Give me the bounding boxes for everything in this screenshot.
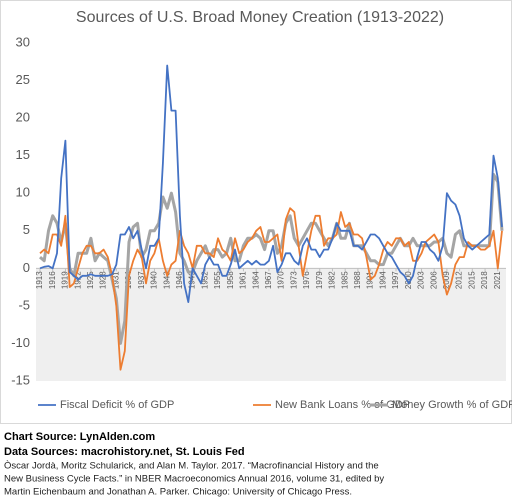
x-tick-label: 1970 <box>277 271 286 289</box>
y-tick-label: 5 <box>23 222 30 237</box>
y-tick-label: 30 <box>16 34 30 49</box>
x-tick-label: 1967 <box>264 271 273 289</box>
x-tick-label: 1985 <box>340 271 349 289</box>
x-tick-label: 2021 <box>493 271 502 289</box>
x-tick-label: 1931 <box>111 271 120 289</box>
citation: New Business Cycle Facts.” in NBER Macro… <box>4 474 384 485</box>
x-tick-label: 1946 <box>175 271 184 289</box>
x-tick-label: 1919 <box>61 271 70 289</box>
x-tick-label: 1952 <box>200 271 209 289</box>
citation: Òscar Jordà, Moritz Schularick, and Alan… <box>4 461 379 472</box>
x-tick-label: 1973 <box>289 271 298 289</box>
x-tick-label: 2009 <box>442 271 451 289</box>
legend-label: Money Growth % of GDP <box>392 399 512 411</box>
x-tick-label: 1994 <box>378 271 387 289</box>
x-tick-label: 2006 <box>429 271 438 289</box>
legend-label: Fiscal Deficit % of GDP <box>60 399 174 411</box>
series-line <box>39 207 503 371</box>
citation: Martin Eichenbaum and Jonathan A. Parker… <box>4 487 352 498</box>
y-tick-label: -10 <box>11 335 30 350</box>
x-tick-label: 2000 <box>404 271 413 289</box>
x-tick-label: 1988 <box>353 271 362 289</box>
y-tick-label: 0 <box>23 260 30 275</box>
x-tick-label: 1982 <box>328 271 337 289</box>
y-tick-label: 15 <box>16 147 30 162</box>
data-sources: Data Sources: macrohistory.net, St. Loui… <box>4 446 245 458</box>
x-tick-label: 1928 <box>99 271 108 289</box>
x-tick-label: 1940 <box>150 271 159 289</box>
x-tick-label: 1961 <box>239 271 248 289</box>
series-line <box>39 64 503 303</box>
x-tick-label: 1964 <box>251 271 260 289</box>
x-tick-label: 1913 <box>35 271 44 289</box>
x-tick-label: 1976 <box>302 271 311 289</box>
x-tick-label: 1925 <box>86 271 95 289</box>
x-tick-label: 2003 <box>417 271 426 289</box>
x-tick-label: 1937 <box>137 271 146 289</box>
y-tick-label: -5 <box>18 297 30 312</box>
legend-label: New Bank Loans % of GDP <box>275 399 410 411</box>
x-tick-label: 2018 <box>480 271 489 289</box>
x-tick-label: 1958 <box>226 271 235 289</box>
x-tick-label: 2015 <box>467 271 476 289</box>
x-tick-label: 2012 <box>455 271 464 289</box>
x-tick-label: 1916 <box>48 271 57 289</box>
x-tick-label: 1943 <box>162 271 171 289</box>
y-tick-label: -15 <box>11 372 30 387</box>
x-tick-label: 1955 <box>213 271 222 289</box>
x-tick-label: 1979 <box>315 271 324 289</box>
y-tick-label: 10 <box>16 185 30 200</box>
chart-source: Chart Source: LynAlden.com <box>4 431 155 443</box>
chart-title: Sources of U.S. Broad Money Creation (19… <box>76 9 444 26</box>
x-tick-label: 1997 <box>391 271 400 289</box>
x-tick-label: 1949 <box>188 271 197 289</box>
y-tick-label: 20 <box>16 110 30 125</box>
y-tick-label: 25 <box>16 72 30 87</box>
